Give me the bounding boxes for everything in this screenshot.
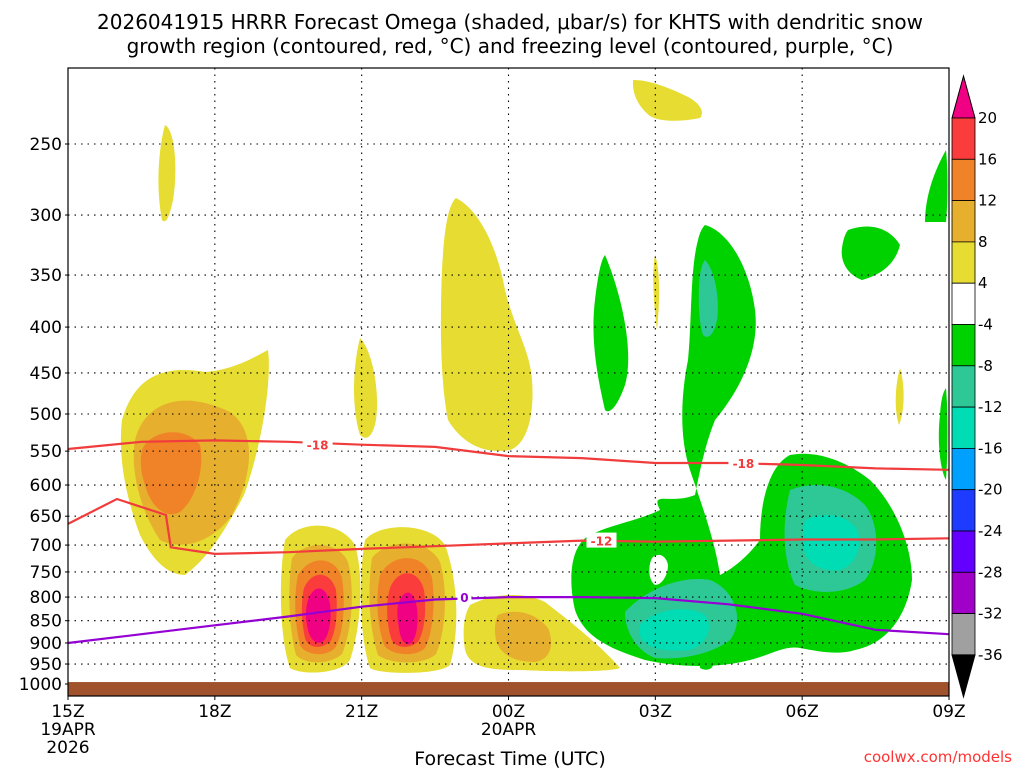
colorbar-segment-7 <box>951 406 976 449</box>
contour-label-bg-dendritic-minus18-1 <box>728 454 759 470</box>
plot-area: -18 -18 -12 0 <box>67 67 950 697</box>
omega-region-left-orange <box>140 432 202 515</box>
omega-region-teal-upper <box>698 260 718 337</box>
xtick-label-15Z: 15Z <box>51 702 84 722</box>
xtick-label-21Z: 21Z <box>345 702 378 722</box>
contour-label-dendritic-minus18-0: -18 <box>307 439 329 453</box>
xtick-label-18Z: 18Z <box>198 702 231 722</box>
omega-region-green-top-right <box>841 226 900 280</box>
omega-region-center-upper-yellow <box>440 198 533 451</box>
xtick-label-06Z: 06Z <box>786 702 819 722</box>
omega-region-top-right-yellow <box>632 80 702 121</box>
ytick-label-700: 700 <box>30 536 62 556</box>
contour-label-freezing-level-0-0: 0 <box>460 591 468 605</box>
omega-region-mid-upper-yellow <box>354 338 378 438</box>
colorbar-segment-0 <box>951 117 976 160</box>
ytick-label-450: 450 <box>30 364 62 384</box>
contour-freezing-level-0 <box>67 596 950 645</box>
colorbar-label-12: 12 <box>978 192 997 210</box>
omega-region-green-edge-top <box>925 150 948 222</box>
contour-label-bg-dendritic-minus12-0 <box>586 532 617 548</box>
omega-region-upper-left-yellow <box>158 125 176 222</box>
omega-region-cyan-right <box>802 514 860 571</box>
colorbar-label--8: -8 <box>978 357 993 375</box>
colorbar-label-4: 4 <box>978 274 988 292</box>
xtick-sublabel-2026: 2026 <box>46 738 89 758</box>
colorbar-label--12: -12 <box>978 398 1003 416</box>
omega-shaded-regions <box>120 80 948 673</box>
colorbar-label--16: -16 <box>978 439 1003 457</box>
xtick-label-09Z: 09Z <box>932 702 965 722</box>
ytick-label-400: 400 <box>30 318 62 338</box>
time-gridlines <box>214 68 803 696</box>
colorbar-segment-10 <box>951 530 976 573</box>
colorbar-label--20: -20 <box>978 481 1003 499</box>
ground-surface-bar <box>68 682 949 696</box>
colorbar-top-triangle <box>951 74 976 119</box>
colorbar-label--36: -36 <box>978 646 1003 664</box>
xtick-sublabel-20APR: 20APR <box>481 720 537 740</box>
x-axis-label: Forecast Time (UTC) <box>414 748 605 768</box>
ytick-label-950: 950 <box>30 655 62 675</box>
pressure-axis: 2503003504004505005506006507007508008509… <box>19 135 68 695</box>
colorbar-segment-5 <box>951 324 976 367</box>
omega-region-green-tiny <box>700 659 713 670</box>
ytick-label-850: 850 <box>30 612 62 632</box>
ytick-label-800: 800 <box>30 588 62 608</box>
colorbar-segment-9 <box>951 489 976 532</box>
colorbar-label--28: -28 <box>978 563 1003 581</box>
colorbar-segment-2 <box>951 200 976 243</box>
omega-region-low-cell-b-magenta <box>397 592 418 645</box>
colorbar-label--24: -24 <box>978 522 1003 540</box>
contour-label-bg-freezing-level-0-0 <box>457 589 472 605</box>
ytick-label-550: 550 <box>30 442 62 462</box>
xtick-label-00Z: 00Z <box>492 702 525 722</box>
omega-region-low-center-light <box>494 611 552 662</box>
ytick-label-600: 600 <box>30 476 62 496</box>
contour-dendritic-minus18 <box>67 439 950 471</box>
colorbar-label--32: -32 <box>978 605 1003 623</box>
omega-region-cyan-lower <box>639 609 710 651</box>
colorbar-segment-1 <box>951 158 976 202</box>
omega-region-low-cell-a-magenta <box>305 588 331 643</box>
colorbar-label-20: 20 <box>978 109 997 127</box>
ytick-label-750: 750 <box>30 563 62 583</box>
omega-region-small-yellow-right <box>895 368 904 425</box>
contour-label-dendritic-minus12-0: -12 <box>591 535 613 549</box>
omega-region-thin-yellow-03z <box>653 255 660 330</box>
colorbar-segment-11 <box>951 571 976 614</box>
omega-region-green-thin-02z <box>593 255 629 412</box>
colorbar-segment-12 <box>951 613 976 656</box>
colorbar-label--4: -4 <box>978 316 993 334</box>
colorbar-label-16: 16 <box>978 150 997 168</box>
colorbar-segment-6 <box>951 365 976 408</box>
colorbar-segment-4 <box>951 282 976 325</box>
contour-label-bg-dendritic-minus18-0 <box>302 436 333 452</box>
xtick-label-03Z: 03Z <box>639 702 672 722</box>
ytick-label-900: 900 <box>30 634 62 654</box>
contour-label-dendritic-minus18-1: -18 <box>733 457 755 471</box>
ytick-label-650: 650 <box>30 507 62 527</box>
ytick-label-350: 350 <box>30 266 62 286</box>
chart-title-line2: growth region (contoured, red, °C) and f… <box>127 34 894 58</box>
colorbar-segment-8 <box>951 447 976 491</box>
ytick-label-1000: 1000 <box>19 675 62 695</box>
credit-text: coolwx.com/models <box>864 748 1012 766</box>
colorbar-bottom-triangle <box>951 654 976 699</box>
colorbar-segment-3 <box>951 241 976 284</box>
chart-title-line1: 2026041915 HRRR Forecast Omega (shaded, … <box>97 10 923 34</box>
omega-colorbar: 20 16 12 8 4 -4 -8 -12 -16 -20 -24 -28 -32 -36 <box>951 74 1003 699</box>
temperature-contours: -18 -18 -12 0 <box>67 436 950 645</box>
ytick-label-300: 300 <box>30 206 62 226</box>
ytick-label-500: 500 <box>30 405 62 425</box>
ytick-label-250: 250 <box>30 135 62 155</box>
omega-region-white-hole <box>649 554 668 585</box>
colorbar-label-8: 8 <box>978 233 988 251</box>
contour-dendritic-minus12 <box>67 497 950 556</box>
omega-region-green-edge-mid <box>938 388 948 480</box>
xtick-sublabel-19APR: 19APR <box>40 720 96 740</box>
